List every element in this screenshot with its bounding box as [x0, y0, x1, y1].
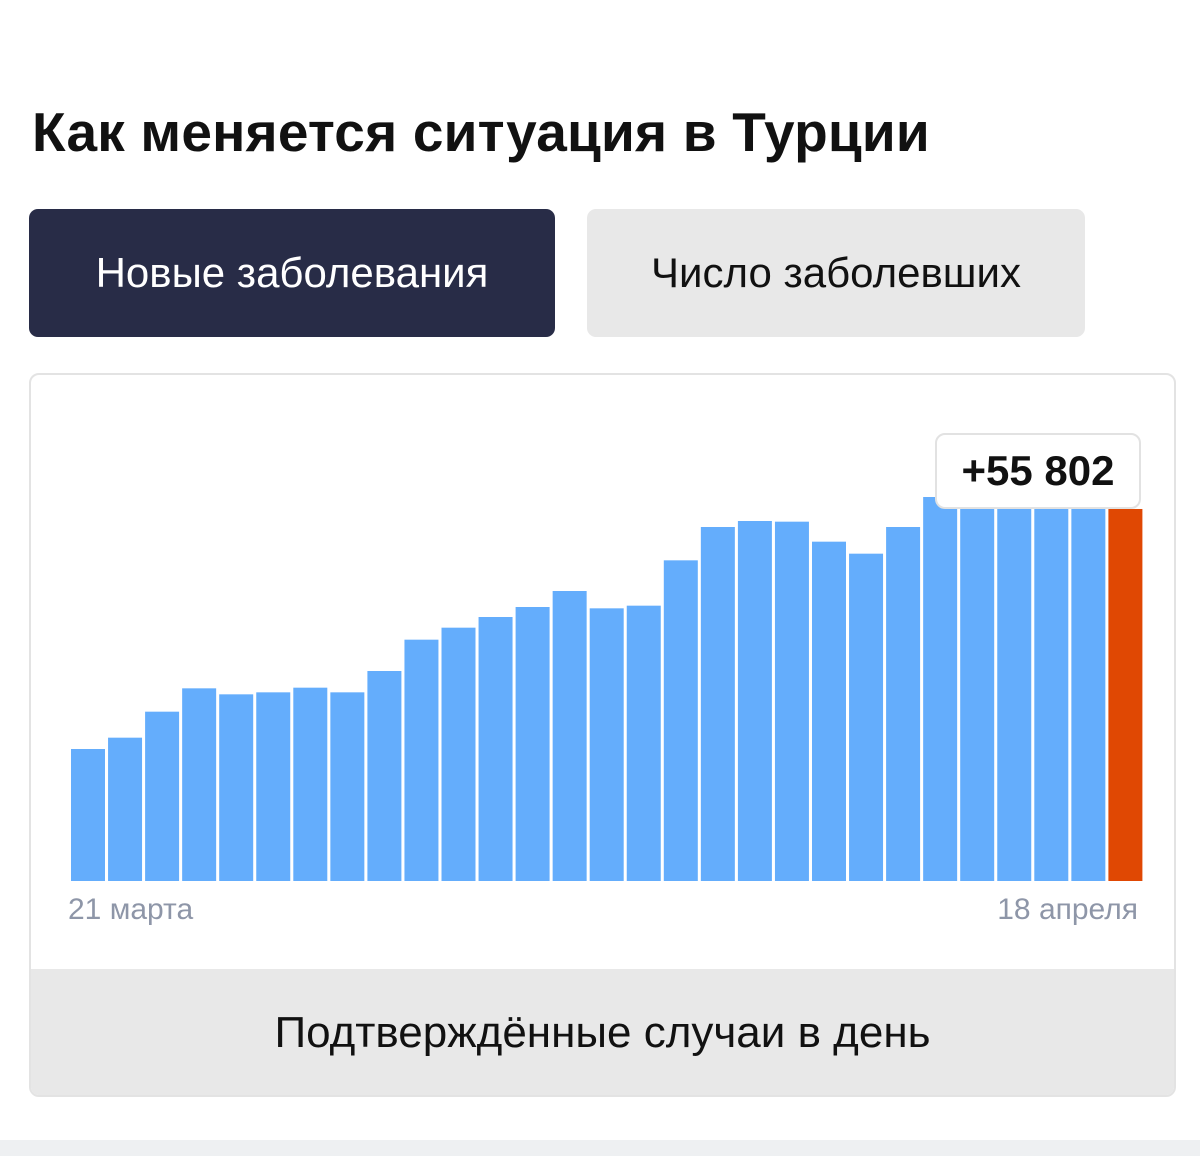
chart-bar[interactable] — [700, 527, 735, 881]
chart-bar[interactable] — [515, 607, 550, 881]
chart-bar[interactable] — [849, 553, 884, 881]
chart-bar[interactable] — [108, 737, 143, 881]
chart-card: +55 802 21 марта 18 апреля Подтверждённы… — [29, 373, 1176, 1097]
chart-bar[interactable] — [886, 527, 921, 881]
chart-bar[interactable] — [737, 521, 772, 881]
chart-bar[interactable] — [441, 627, 476, 881]
chart-bar[interactable] — [626, 605, 661, 881]
chart-bar[interactable] — [404, 639, 439, 881]
chart-bar[interactable] — [256, 692, 291, 881]
chart-caption: Подтверждённые случаи в день — [31, 969, 1174, 1095]
value-tooltip: +55 802 — [935, 433, 1141, 509]
chart-bar[interactable] — [330, 692, 365, 881]
chart-bar[interactable] — [71, 749, 105, 881]
highlighted-bar[interactable] — [1108, 508, 1143, 881]
chart-bar[interactable] — [923, 497, 958, 881]
chart-bar[interactable] — [1034, 489, 1069, 881]
chart-bar[interactable] — [589, 608, 624, 881]
chart-bar[interactable] — [960, 492, 995, 881]
tab-total-cases[interactable]: Число заболевших — [587, 209, 1085, 337]
chart-bar[interactable] — [182, 688, 217, 881]
chart-bar[interactable] — [552, 591, 587, 881]
chart-bar[interactable] — [219, 694, 254, 881]
x-axis-end-label: 18 апреля — [997, 893, 1138, 926]
tab-new-cases[interactable]: Новые заболевания — [29, 209, 555, 337]
chart-bar[interactable] — [997, 493, 1032, 881]
chart-bar[interactable] — [293, 687, 328, 881]
chart-bar[interactable] — [812, 541, 846, 881]
chart-bar[interactable] — [367, 671, 402, 881]
page-title: Как меняется ситуация в Турции — [32, 101, 930, 163]
chart-bar[interactable] — [145, 711, 180, 881]
chart-bar[interactable] — [478, 617, 513, 881]
chart-bar[interactable] — [663, 560, 698, 881]
chart-bar[interactable] — [1071, 493, 1106, 881]
chart-bar[interactable] — [774, 521, 809, 881]
bar-chart — [71, 489, 1143, 881]
bottom-divider — [0, 1140, 1200, 1156]
x-axis-start-label: 21 марта — [68, 893, 194, 926]
